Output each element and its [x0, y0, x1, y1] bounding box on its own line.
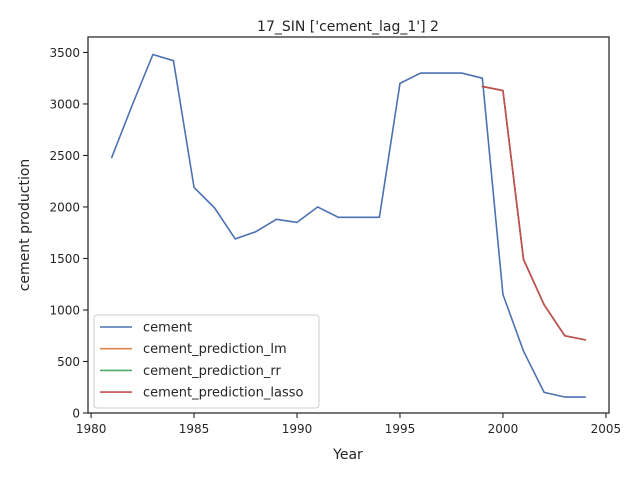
- legend: cement cement_prediction_lm cement_predict…: [93, 314, 320, 409]
- x-axis: 1980 1985 1990 1995 2000 2005: [76, 413, 621, 436]
- legend-label-cement: cement: [143, 321, 192, 336]
- x-axis-label: Year: [332, 447, 363, 463]
- y-tick-label: 1000: [49, 303, 80, 317]
- y-tick-label: 0: [72, 407, 80, 421]
- legend-label-cement_prediction_lasso: cement_prediction_lasso: [143, 386, 303, 401]
- series-line-cement_prediction_lasso: [481, 85, 587, 341]
- y-tick-label: 500: [57, 355, 80, 369]
- y-tick-label: 1500: [49, 252, 80, 266]
- legend-label-cement_prediction_lm: cement_prediction_lm: [143, 342, 287, 357]
- x-tick-label: 1985: [179, 422, 210, 436]
- chart-title: 17_SIN ['cement_lag_1'] 2: [257, 19, 439, 35]
- y-tick-label: 3500: [49, 46, 80, 60]
- legend-label-cement_prediction_rr: cement_prediction_rr: [143, 364, 281, 379]
- x-tick-label: 1995: [385, 422, 416, 436]
- plot-area: [110, 53, 587, 398]
- x-tick-label: 2005: [591, 422, 622, 436]
- legend-box: [93, 314, 320, 409]
- series-line-cement: [110, 53, 587, 398]
- axes-frame: [87, 36, 610, 414]
- y-tick-label: 3000: [49, 97, 80, 111]
- y-tick-label: 2500: [49, 149, 80, 163]
- y-axis: 0 500 1000 1500 2000 2500 3000 3500: [49, 46, 88, 421]
- series-line-cement_prediction_lm: [481, 85, 587, 341]
- series-line-cement_prediction_rr: [481, 85, 587, 341]
- x-tick-label: 2000: [488, 422, 519, 436]
- x-tick-label: 1980: [76, 422, 107, 436]
- x-tick-label: 1990: [282, 422, 313, 436]
- y-tick-label: 2000: [49, 200, 80, 214]
- y-axis-label: cement production: [17, 159, 33, 292]
